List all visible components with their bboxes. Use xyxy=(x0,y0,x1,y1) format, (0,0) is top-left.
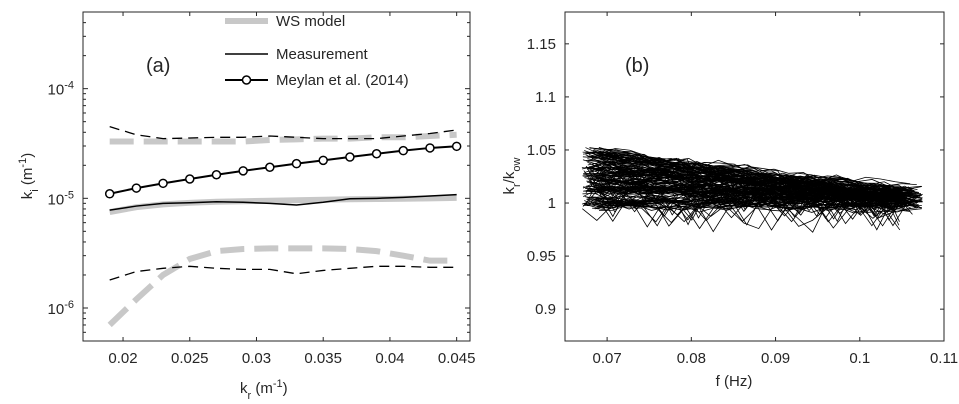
panel-b-series-line xyxy=(584,190,921,216)
panel-b-label: (b) xyxy=(625,55,649,77)
panel-a-ytick-label: 10-6 xyxy=(48,299,74,318)
panel-a-meylan-marker xyxy=(371,148,382,159)
panel-b-xtick-label: 0.08 xyxy=(677,350,706,367)
panel-b-series-line xyxy=(586,179,915,199)
panel-a-series-group xyxy=(104,126,462,328)
panel-a-xtick-label: 0.02 xyxy=(108,350,137,367)
panel-a-xtick-label: 0.03 xyxy=(242,350,271,367)
panel-a-legend: WS model Measurement Meylan et al. (2014… xyxy=(225,13,409,89)
panel-a-meylan-marker xyxy=(318,155,328,166)
legend-ws-model-label: WS model xyxy=(276,13,345,30)
panel-a-series-3-line xyxy=(109,131,457,145)
panel-a-xlabel: kr (m-1) xyxy=(240,378,288,402)
panel-a-ytick-label: 10-4 xyxy=(48,80,74,99)
panel-a-meylan-marker xyxy=(158,178,168,189)
panel-a-meylan-marker xyxy=(211,170,222,180)
panel-a-meylan-marker xyxy=(104,189,115,199)
panel-b-series-line xyxy=(593,174,899,202)
legend-meylan-marker xyxy=(241,75,252,85)
panel-a-ytick-label: 10-5 xyxy=(48,189,74,208)
panel-a-meylan-marker xyxy=(238,166,248,176)
panel-b-series-line xyxy=(588,154,899,190)
panel-a-meylan-marker xyxy=(398,145,409,156)
panel-b-series-line xyxy=(592,187,918,205)
panel-a-series-0-line xyxy=(109,194,457,215)
panel-b-ytick-label: 0.95 xyxy=(527,248,556,265)
panel-b-chart: 0.07 0.08 0.09 0.1 0.11 0.9 0.95 1 1.05 1.1 1.15 (… xyxy=(501,11,958,390)
panel-a-axes-box xyxy=(82,11,471,342)
panel-a-series-4-line xyxy=(109,126,457,140)
panel-a-meylan-marker xyxy=(131,183,142,193)
panel-a-chart: 0.02 0.025 0.03 0.035 0.04 0.04510-610-510-4 … xyxy=(17,11,476,402)
panel-b-ytick-label: 1.05 xyxy=(527,142,556,159)
legend-measurement-label: Measurement xyxy=(276,46,369,63)
panel-a-meylan-marker xyxy=(425,143,435,153)
panel-b-ytick-label: 1 xyxy=(548,195,556,212)
panel-a-xtick-label: 0.025 xyxy=(171,350,209,367)
panel-b-series-line xyxy=(598,147,923,199)
panel-a-meylan-marker xyxy=(291,158,302,169)
panel-b-series-line xyxy=(585,147,911,185)
panel-b-series-group xyxy=(581,147,923,233)
panel-b-series-line xyxy=(587,179,916,203)
panel-b-ytick-label: 1.1 xyxy=(535,89,556,106)
panel-a-meylan-marker xyxy=(345,152,355,162)
panel-b-series-line xyxy=(599,197,902,223)
panel-b-series-line xyxy=(599,182,910,202)
panel-a-meylan-marker xyxy=(451,141,462,152)
panel-a-meylan-marker xyxy=(265,162,275,173)
panel-a-series-1-line xyxy=(109,193,457,211)
panel-b-ytick-label: 1.15 xyxy=(527,36,556,53)
panel-b-series-line xyxy=(586,173,901,195)
panel-b-series-line xyxy=(596,163,923,215)
panel-b-ytick-label: 0.9 xyxy=(535,301,556,318)
panel-a-xtick-label: 0.045 xyxy=(438,350,476,367)
panel-a-label: (a) xyxy=(146,55,170,77)
panel-b-ticks: 0.07 0.08 0.09 0.1 0.11 0.9 0.95 1 1.05 1.1 1.15 xyxy=(527,12,958,367)
panel-a-series-5-line xyxy=(107,245,457,328)
panel-a-ylabel: ki (m-1) xyxy=(17,153,41,199)
panel-b-xtick-label: 0.09 xyxy=(761,350,790,367)
panel-b-xtick-label: 0.07 xyxy=(593,350,622,367)
panel-a-meylan-marker xyxy=(185,174,195,184)
panel-b-ylabel: kr/kow xyxy=(501,157,523,194)
panel-b-xtick-label: 0.1 xyxy=(849,350,870,367)
panel-a-xtick-label: 0.04 xyxy=(375,350,404,367)
panel-a-series-6-line xyxy=(109,265,457,281)
panel-b-xtick-label: 0.11 xyxy=(930,350,958,367)
panel-b-axes-box xyxy=(564,11,945,342)
panel-b-series-line xyxy=(581,163,918,198)
panel-b-xlabel: f (Hz) xyxy=(716,373,753,390)
legend-meylan-label: Meylan et al. (2014) xyxy=(276,72,409,89)
panel-a-ticks: 0.02 0.025 0.03 0.035 0.04 0.045 10-6 10-5 10-4 xyxy=(48,11,476,367)
panel-a-xtick-label: 0.035 xyxy=(304,350,342,367)
